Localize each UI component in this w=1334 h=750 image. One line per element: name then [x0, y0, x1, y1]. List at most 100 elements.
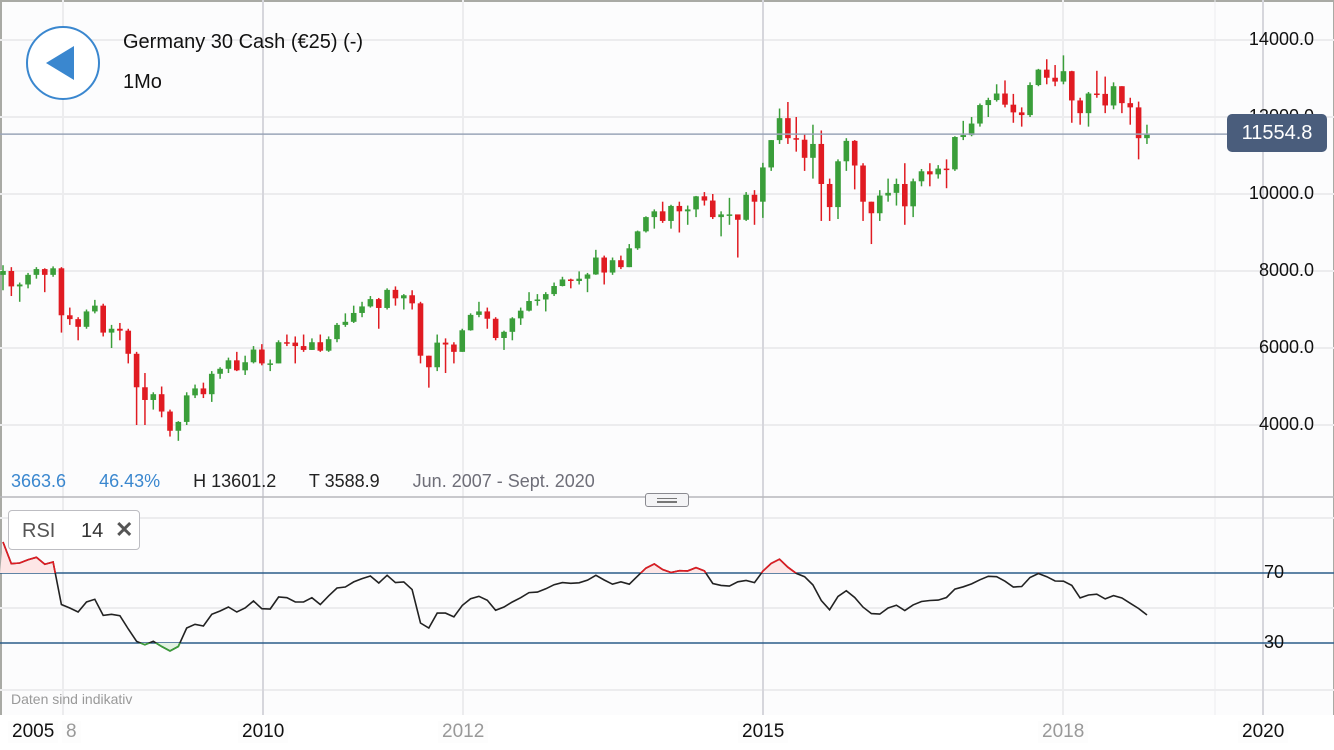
- candle-body: [751, 194, 758, 202]
- candle-body: [542, 294, 549, 300]
- candle-body: [684, 209, 691, 212]
- candle-body: [768, 140, 774, 168]
- price-tick-label: 14000.0: [1248, 29, 1314, 49]
- candle-body: [208, 373, 215, 395]
- candle-body: [793, 138, 800, 140]
- candle-body: [876, 195, 883, 214]
- candle-body: [375, 299, 382, 308]
- candle-body: [1010, 104, 1017, 113]
- candle-body: [568, 279, 574, 282]
- pane-resize-handle[interactable]: [645, 493, 689, 507]
- time-tick-label: 2018: [1038, 721, 1089, 743]
- candle-body: [92, 305, 98, 312]
- candle-body: [133, 353, 140, 388]
- back-button[interactable]: [26, 26, 100, 100]
- candle-body: [868, 201, 875, 214]
- rsi-tick-label: 70: [1263, 562, 1284, 582]
- candle-body: [1027, 85, 1033, 116]
- candle-body: [492, 318, 499, 338]
- candle-body: [167, 411, 173, 431]
- candle-body: [1052, 77, 1058, 82]
- candle-body: [1119, 86, 1125, 104]
- candle-body: [75, 319, 81, 327]
- candle-body: [100, 305, 106, 333]
- candle-body: [918, 171, 925, 182]
- candle-body: [760, 167, 766, 202]
- candle-body: [1144, 134, 1150, 139]
- candle-body: [943, 168, 950, 171]
- candle-body: [284, 342, 290, 344]
- candle-body: [1094, 93, 1100, 96]
- candle-body: [910, 181, 916, 207]
- candle-body: [952, 137, 958, 170]
- candle-body: [501, 331, 507, 338]
- candle-body: [350, 312, 357, 322]
- candle-body: [1035, 69, 1042, 86]
- candle-body: [835, 161, 841, 208]
- candle-body: [242, 362, 248, 371]
- candle-body: [16, 284, 23, 287]
- candle-body: [526, 301, 532, 311]
- candle-body: [726, 214, 733, 216]
- price-tick-label: 10000.0: [1248, 183, 1314, 203]
- candle-body: [442, 342, 449, 345]
- candle-body: [968, 123, 975, 136]
- candle-body: [384, 289, 390, 308]
- candle-body: [676, 205, 683, 212]
- price-tick-label: 6000.0: [1258, 337, 1314, 357]
- interval-label[interactable]: 1Mo: [123, 71, 162, 93]
- stat-value: 3663.6: [11, 471, 67, 491]
- footer-note: Daten sind indikativ: [11, 691, 133, 707]
- candle-body: [576, 278, 582, 282]
- stat-change: 46.43%: [99, 471, 161, 491]
- candle-body: [434, 342, 440, 368]
- candle-body: [977, 105, 983, 124]
- time-tick-label: 2015: [738, 721, 789, 743]
- candle-body: [367, 299, 374, 307]
- stat-high: H 13601.2: [193, 471, 277, 491]
- candle-body: [693, 196, 699, 210]
- rsi-line-oversold: [138, 643, 181, 652]
- candle-body: [1102, 93, 1108, 106]
- candle-body: [643, 217, 649, 232]
- candle-body: [50, 268, 56, 275]
- candle-body: [175, 421, 182, 431]
- candle-body: [735, 214, 741, 220]
- candle-body: [718, 214, 724, 218]
- candle-body: [41, 269, 48, 275]
- stat-range: Jun. 2007 - Sept. 2020: [412, 471, 595, 491]
- candle-body: [417, 303, 424, 356]
- candle-body: [1060, 71, 1067, 82]
- candle-body: [250, 349, 257, 363]
- candle-body: [534, 299, 541, 302]
- candle-body: [0, 271, 6, 275]
- candle-body: [618, 260, 624, 268]
- candle-body: [601, 257, 607, 273]
- candle-body: [626, 248, 633, 268]
- candle-body: [593, 257, 599, 275]
- candle-body: [651, 211, 658, 218]
- candle-body: [559, 279, 566, 287]
- candle-body: [1085, 93, 1092, 114]
- rsi-line-overbought: [2, 541, 1040, 573]
- candle-body: [8, 271, 15, 287]
- candle-body: [267, 363, 273, 365]
- close-x-icon[interactable]: ✕: [115, 517, 134, 542]
- current-price-label: 11554.8: [1227, 114, 1327, 152]
- candle-body: [1127, 103, 1134, 108]
- candle-body: [300, 346, 307, 350]
- candle-body: [58, 268, 65, 316]
- candle-body: [234, 360, 240, 371]
- candle-body: [409, 295, 415, 304]
- candle-body: [668, 205, 674, 221]
- candle-body: [818, 143, 825, 184]
- candle-body: [158, 394, 165, 412]
- candle-body: [709, 200, 716, 218]
- rsi-oversold-fill: [0, 643, 1147, 651]
- candle-body: [476, 311, 482, 315]
- candle-body: [1069, 71, 1075, 101]
- indicator-period: 14: [81, 520, 104, 542]
- candle-body: [359, 306, 365, 313]
- candle-body: [785, 118, 791, 139]
